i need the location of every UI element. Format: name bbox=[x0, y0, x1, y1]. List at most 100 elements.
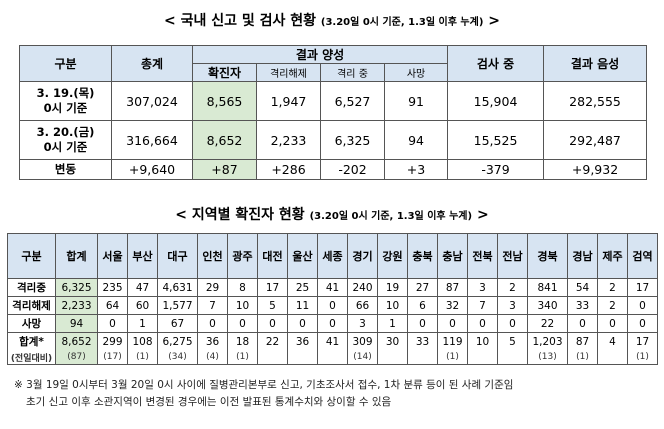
cell-value: 2 bbox=[497, 278, 528, 297]
cell-value: 10 bbox=[467, 332, 498, 350]
national-test-table: 구분 총계 결과 양성 검사 중 결과 음성 확진자 격리해제 격리 중 사망 … bbox=[19, 45, 648, 180]
cell-value: 2 bbox=[597, 296, 628, 315]
cell-value: 4 bbox=[597, 332, 628, 350]
cell-value: 32 bbox=[437, 296, 468, 315]
cell-value: 41 bbox=[317, 278, 348, 297]
header-region: 제주 bbox=[597, 233, 628, 279]
cell-value: 22 bbox=[527, 314, 568, 333]
header-region: 광주 bbox=[227, 233, 258, 279]
table-row: 격리중 6,325 235 47 4,631 29 8 17 25 41 240 19 27 87 3 2 84… bbox=[7, 278, 658, 297]
cell-value: 64 bbox=[97, 296, 128, 315]
header-region: 검역 bbox=[627, 233, 658, 279]
cell-value: 119 bbox=[437, 332, 468, 350]
row-label: 3. 19.(목) 0시 기준 bbox=[19, 81, 112, 121]
header-region: 전북 bbox=[467, 233, 498, 279]
row-date: 3. 19.(목) bbox=[36, 86, 95, 100]
cell-value: 17 bbox=[627, 332, 658, 350]
cell-total: 94 bbox=[55, 314, 98, 333]
header-region: 세종 bbox=[317, 233, 348, 279]
cell-total: 8,652 bbox=[55, 332, 98, 350]
cell-total: 2,233 bbox=[55, 296, 98, 315]
cell-value: 235 bbox=[97, 278, 128, 297]
cell-value: 0 bbox=[197, 314, 228, 333]
cell-value: 0 bbox=[437, 314, 468, 333]
cell-value: 309 bbox=[347, 332, 378, 350]
cell-value bbox=[317, 350, 348, 365]
cell-value: 0 bbox=[317, 296, 348, 315]
cell-value: 5 bbox=[497, 332, 528, 350]
cell-value: (1) bbox=[127, 350, 158, 365]
footnote-1: ※ 3월 19일 0시부터 3월 20일 0시 사이에 질병관리본부로 신고, … bbox=[14, 379, 514, 391]
cell-value: 25 bbox=[287, 278, 318, 297]
regional-confirmed-table: 구분 합계 서울 부산 대구 인천 광주 대전 울산 세종 경기 강원 충북 충남 전북 전남 경북 경남 제주 검역… bbox=[7, 233, 658, 365]
cell-value: 87 bbox=[567, 332, 598, 350]
cell-value: 1,577 bbox=[157, 296, 198, 315]
cell-value bbox=[407, 350, 438, 365]
cell-value: 54 bbox=[567, 278, 598, 297]
cell-isolating: -202 bbox=[320, 159, 385, 180]
cell-value: 5 bbox=[257, 296, 288, 315]
cell-value: 36 bbox=[197, 332, 228, 350]
header-positive: 결과 양성 bbox=[191, 45, 449, 64]
cell-value: 0 bbox=[227, 314, 258, 333]
row-basis: 0시 기준 bbox=[43, 101, 88, 115]
cell-value: 3 bbox=[497, 296, 528, 315]
header-negative: 결과 음성 bbox=[543, 45, 648, 82]
cell-value: 8 bbox=[227, 278, 258, 297]
cell-value: 6,275 bbox=[157, 332, 198, 350]
header-testing: 검사 중 bbox=[447, 45, 545, 82]
title-subtitle: (3.20일 0시 기준, 1.3일 이후 누계) bbox=[309, 211, 473, 222]
cell-value: 108 bbox=[127, 332, 158, 350]
cell-value: 0 bbox=[497, 314, 528, 333]
cell-value: 47 bbox=[127, 278, 158, 297]
header-region: 서울 bbox=[97, 233, 128, 279]
cell-value: (14) bbox=[347, 350, 378, 365]
cell-confirmed: +87 bbox=[192, 159, 257, 180]
cell-value: 841 bbox=[527, 278, 568, 297]
cell-value: 60 bbox=[127, 296, 158, 315]
cell-value: (34) bbox=[157, 350, 198, 365]
cell-value: 0 bbox=[97, 314, 128, 333]
header-gubun: 구분 bbox=[19, 45, 112, 82]
cell-value: 0 bbox=[287, 314, 318, 333]
cell-value: 0 bbox=[627, 296, 658, 315]
cell-value: 0 bbox=[257, 314, 288, 333]
cell-value bbox=[597, 350, 628, 365]
cell-testing: 15,904 bbox=[447, 81, 545, 121]
header-region: 경남 bbox=[567, 233, 598, 279]
header-total: 합계 bbox=[55, 233, 98, 279]
cell-value: (1) bbox=[627, 350, 658, 365]
row-label: 격리중 bbox=[7, 278, 56, 297]
cell-value: 1,203 bbox=[527, 332, 568, 350]
cell-value: 1 bbox=[377, 314, 408, 333]
cell-value: 1 bbox=[127, 314, 158, 333]
cell-value: 30 bbox=[377, 332, 408, 350]
row-label: 변동 bbox=[19, 159, 112, 180]
cell-value: 0 bbox=[407, 314, 438, 333]
header-region: 강원 bbox=[377, 233, 408, 279]
cell-total: 316,664 bbox=[111, 120, 193, 160]
title-main: < 지역별 확진자 현황 bbox=[175, 207, 305, 223]
cell-value: 66 bbox=[347, 296, 378, 315]
cell-released: 2,233 bbox=[256, 120, 321, 160]
cell-value: 17 bbox=[627, 278, 658, 297]
cell-deaths: 94 bbox=[383, 120, 449, 160]
cell-value: 27 bbox=[407, 278, 438, 297]
row-label: 격리해제 bbox=[7, 296, 56, 315]
cell-value: 67 bbox=[157, 314, 198, 333]
cell-value: 2 bbox=[597, 278, 628, 297]
cell-value bbox=[377, 350, 408, 365]
cell-value: 340 bbox=[527, 296, 568, 315]
cell-testing: -379 bbox=[447, 159, 545, 180]
cell-value: 33 bbox=[407, 332, 438, 350]
row-label: (전일대비) bbox=[7, 350, 56, 365]
row-date: 3. 20.(금) bbox=[36, 125, 95, 139]
table-row: 합계* 8,652 299 108 6,275 36 18 22 36 41 309 30 33 119 1… bbox=[7, 332, 658, 350]
row-label: 3. 20.(금) 0시 기준 bbox=[19, 120, 112, 160]
cell-value: 7 bbox=[197, 296, 228, 315]
cell-value: 0 bbox=[627, 314, 658, 333]
header-region: 경북 bbox=[527, 233, 568, 279]
cell-confirmed: 8,652 bbox=[192, 120, 257, 160]
title-end: > bbox=[488, 13, 500, 29]
header-confirmed: 확진자 bbox=[192, 63, 257, 82]
